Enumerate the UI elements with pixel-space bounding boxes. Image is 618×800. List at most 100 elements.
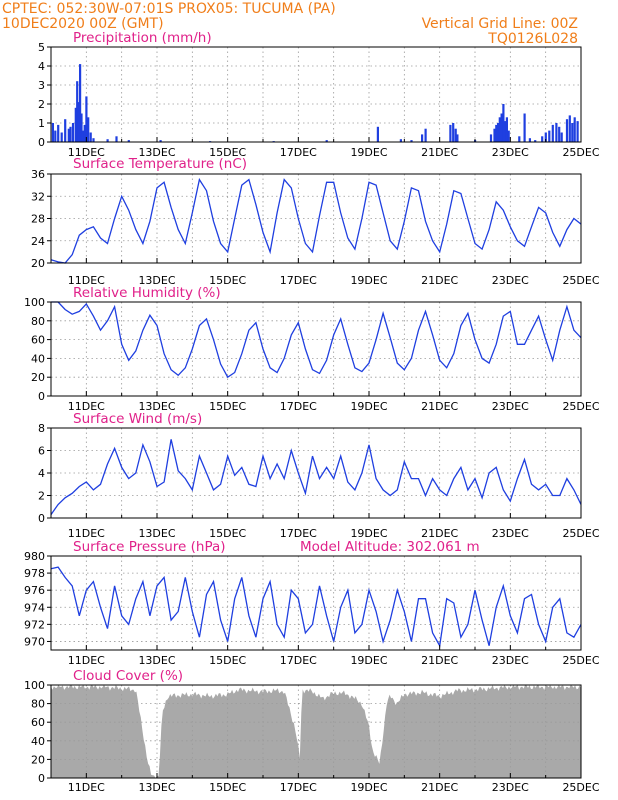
precip-bar [518,136,521,142]
rh-title: Relative Humidity (%) [73,285,221,301]
y-tick-label: 6 [38,445,45,458]
y-tick-label: 60 [31,716,45,729]
x-tick-label: 25DEC [562,146,599,159]
pres-title: Surface Pressure (hPa) [73,539,226,555]
header-run-time: 10DEC2020 00Z (GMT) [2,16,164,32]
y-tick-label: 32 [31,190,45,203]
y-tick-label: 100 [24,296,45,309]
wind-panel: 0 2 4 6 8 11DEC 13DEC 15DEC 17DEC 19DEC 21DEC 23DEC… [38,411,600,540]
x-tick-label: 13DEC [138,400,175,413]
precip-bar [92,138,95,142]
pres-panel: 970 972 974 976 978 980 11DEC 13DEC 15DEC 17DEC 19… [24,539,600,667]
x-tick-label: 23DEC [492,146,529,159]
precip-bar [54,130,57,142]
precip-bar [489,134,493,142]
x-tick-label: 11DEC [68,654,105,667]
x-tick-label: 21DEC [421,781,458,794]
precip-bar [452,123,455,142]
temp-series-line [50,177,582,264]
y-tick-label: 974 [24,601,45,614]
precip-bar [64,119,67,142]
x-tick-label: 11DEC [68,146,105,159]
x-tick-label: 13DEC [138,146,175,159]
precip-bar [127,140,130,142]
x-tick-label: 23DEC [492,654,529,667]
y-tick-label: 0 [38,512,45,525]
temp-panel: 20 24 28 32 36 11DEC 13DEC 15DEC 17DEC 19DEC 21DEC… [31,156,600,287]
x-tick-label: 25DEC [562,400,599,413]
y-tick-label: 1 [38,117,45,130]
x-tick-label: 25DEC [562,654,599,667]
precip-bar [74,107,77,142]
precip-bar [555,123,558,142]
precip-bar [449,124,452,142]
x-tick-label: 17DEC [280,274,317,287]
y-tick-label: 2 [38,490,45,503]
panels-group: 0 1 2 3 4 5 11DEC 13DEC 15DEC 17DEC 19DEC 21DEC 23DE… [24,30,600,794]
x-tick-label: 15DEC [209,400,246,413]
x-tick-label: 19DEC [350,781,387,794]
y-tick-label: 60 [31,334,45,347]
precip-bar [528,138,531,142]
x-tick-label: 17DEC [280,781,317,794]
precip-bar [541,136,544,142]
model-altitude-label: Model Altitude: 302.061 m [300,539,480,555]
y-tick-label: 0 [38,772,45,785]
y-tick-label: 980 [24,550,45,563]
precip-bar [544,132,547,142]
y-tick-label: 36 [31,168,45,181]
precip-bar [576,121,579,142]
x-tick-label: 11DEC [68,274,105,287]
x-tick-label: 21DEC [421,146,458,159]
x-tick-label: 23DEC [492,527,529,540]
cloud-panel: 0 20 40 60 80 100 11DEC 13DEC 15DEC 17DEC 19DEC 21D… [24,668,600,794]
precip-bar [87,117,90,142]
y-tick-label: 20 [31,371,45,384]
y-tick-label: 0 [38,136,45,149]
precip-bar [325,140,328,142]
x-tick-label: 13DEC [138,527,175,540]
x-tick-label: 23DEC [492,274,529,287]
precip-bar [399,139,402,142]
x-tick-label: 23DEC [492,781,529,794]
x-tick-label: 19DEC [350,274,387,287]
rh-series-line [51,301,582,379]
precip-bar [523,113,526,142]
y-tick-label: 4 [38,467,45,480]
precip-bar [410,140,413,142]
x-tick-label: 17DEC [280,400,317,413]
precip-bar [500,113,503,142]
precip-bar [573,117,576,142]
precip-bar [560,132,563,142]
precip-bar [76,81,79,142]
precip-bar [454,128,457,142]
x-tick-label: 15DEC [209,527,246,540]
y-tick-label: 40 [31,352,45,365]
precip-bar [565,119,569,142]
y-tick-label: 20 [31,753,45,766]
precip-bar [115,136,118,142]
x-tick-label: 19DEC [350,146,387,159]
precip-bar [106,139,109,142]
x-tick-label: 21DEC [421,274,458,287]
x-tick-label: 23DEC [492,400,529,413]
x-tick-label: 15DEC [209,781,246,794]
x-tick-label: 19DEC [350,527,387,540]
precip-bar [498,117,501,142]
precip-bar [79,64,82,142]
y-tick-label: 100 [24,679,45,692]
precip-bar [51,123,54,142]
precip-bar [85,96,88,142]
wind-title: Surface Wind (m/s) [73,411,202,427]
y-tick-label: 80 [31,315,45,328]
plot-frame [50,684,582,779]
precip-bar [159,140,162,142]
x-tick-label: 25DEC [562,274,599,287]
precip-bar [534,140,537,142]
temp-title: Surface Temperature (nC) [73,156,247,172]
precip-bar [69,126,72,142]
x-tick-label: 13DEC [138,654,175,667]
precip-bar [89,132,92,142]
x-tick-label: 19DEC [350,400,387,413]
x-tick-label: 17DEC [280,654,317,667]
